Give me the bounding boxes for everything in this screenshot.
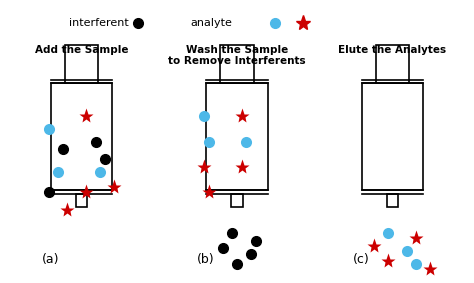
Text: (c): (c) xyxy=(353,253,369,266)
FancyBboxPatch shape xyxy=(362,83,423,190)
Text: Wash the Sample
to Remove Interferents: Wash the Sample to Remove Interferents xyxy=(168,45,306,66)
Text: (b): (b) xyxy=(197,253,215,266)
FancyBboxPatch shape xyxy=(206,83,268,190)
FancyBboxPatch shape xyxy=(64,45,98,83)
Text: Elute the Analytes: Elute the Analytes xyxy=(338,45,447,55)
FancyBboxPatch shape xyxy=(76,194,87,207)
Text: Add the Sample: Add the Sample xyxy=(35,45,128,55)
FancyBboxPatch shape xyxy=(51,83,112,190)
FancyBboxPatch shape xyxy=(220,45,254,83)
Text: interferent: interferent xyxy=(69,18,128,28)
FancyBboxPatch shape xyxy=(387,194,398,207)
Text: analyte: analyte xyxy=(190,18,232,28)
Text: (a): (a) xyxy=(41,253,59,266)
FancyBboxPatch shape xyxy=(376,45,410,83)
FancyBboxPatch shape xyxy=(231,194,243,207)
